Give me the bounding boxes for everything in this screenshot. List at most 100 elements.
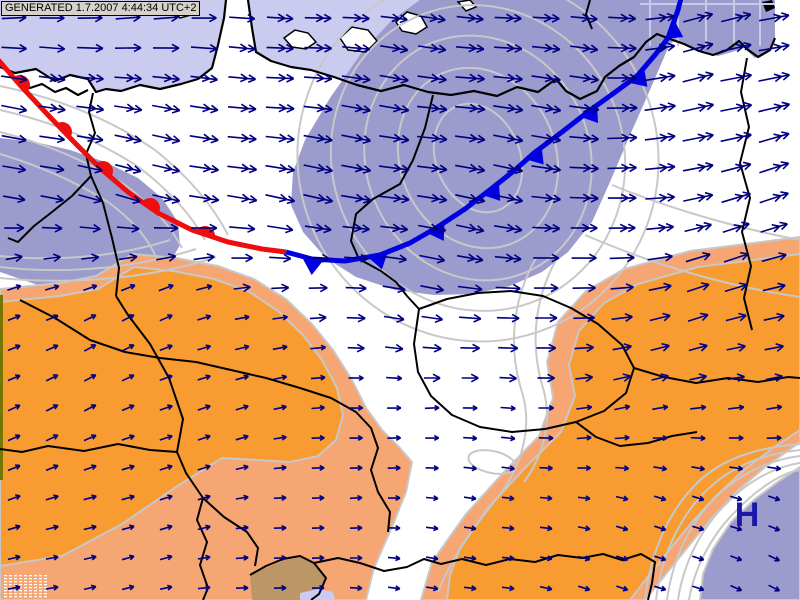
wind-arrow [272, 314, 288, 321]
wind-arrow [83, 524, 97, 531]
wind-arrow [159, 494, 173, 501]
wind-arrow [120, 283, 136, 292]
wind-arrow [40, 194, 64, 204]
wind-arrow [1, 43, 27, 53]
wind-arrow [532, 13, 560, 23]
wind-arrow [347, 343, 365, 353]
wind-arrow [615, 465, 630, 472]
wind-arrow [235, 584, 249, 591]
stipple-texture [44, 590, 47, 592]
stipple-texture [29, 587, 32, 589]
wind-arrow [114, 73, 142, 83]
wind-arrow [577, 555, 591, 562]
wind-arrow [692, 525, 705, 532]
isoline [584, 234, 800, 298]
wind-arrow [228, 43, 256, 54]
stipple-texture [24, 590, 27, 592]
wind-arrow [768, 495, 781, 502]
wind-arrow [45, 344, 59, 352]
wind-arrow [311, 524, 325, 531]
wind-arrow [227, 193, 258, 204]
wind-arrow [83, 494, 97, 501]
wind-arrow [229, 224, 256, 233]
wind-arrow [689, 373, 708, 383]
country-border [739, 57, 753, 331]
wind-arrow [380, 43, 409, 54]
wind-arrow [152, 133, 181, 144]
wind-arrow [121, 374, 135, 382]
wind-arrow [650, 342, 670, 352]
stipple-texture [19, 575, 22, 577]
wind-arrow [577, 525, 591, 532]
wind-arrow [463, 495, 477, 502]
wind-arrow [266, 13, 294, 23]
wind-arrow [577, 495, 591, 502]
stipple-texture [34, 596, 37, 598]
country-border [575, 421, 698, 447]
wind-arrow [349, 585, 363, 592]
wind-arrow [682, 162, 714, 173]
wind-arrow [456, 223, 485, 234]
wind-arrow [45, 494, 59, 501]
wind-arrow [455, 73, 485, 84]
wind-arrow [720, 131, 752, 143]
wind-arrow [690, 435, 706, 442]
wind-arrow [304, 13, 332, 23]
wind-arrow [273, 554, 287, 561]
wind-arrow [692, 585, 705, 592]
wind-arrow [461, 373, 479, 383]
wind-arrow [531, 193, 561, 204]
wind-arrow [539, 525, 553, 532]
isoline [611, 184, 800, 241]
wind-arrow [379, 103, 410, 114]
isoline-ring [296, 0, 660, 343]
wind-arrow [722, 221, 750, 234]
wind-arrow [569, 193, 599, 203]
stipple-texture [24, 593, 27, 595]
wind-arrow [692, 555, 705, 562]
stipple-texture [4, 584, 7, 586]
isoline [0, 131, 183, 249]
isoline [0, 153, 156, 256]
wind-arrow [455, 193, 486, 205]
wind-arrow [766, 434, 782, 441]
wind-arrow [45, 464, 59, 472]
wind-arrow [383, 314, 405, 323]
wind-arrow [614, 404, 631, 411]
wind-arrow [644, 102, 676, 113]
wind-arrow [83, 314, 97, 322]
wind-arrow [767, 465, 782, 472]
stipple-texture [29, 575, 32, 577]
stipple-texture [29, 578, 32, 580]
wind-arrow [720, 101, 753, 113]
wind-arrow [494, 43, 523, 53]
wind-arrow [721, 161, 752, 173]
wind-arrow [569, 73, 599, 84]
wind-arrow [83, 374, 97, 382]
stipple-texture [4, 596, 7, 598]
wind-arrow [115, 193, 141, 204]
wind-arrow [45, 404, 59, 412]
wind-arrow [304, 43, 332, 53]
wind-arrow [193, 253, 215, 262]
wind-arrow [45, 434, 59, 442]
wind-arrow [45, 584, 59, 591]
wind-arrow [196, 284, 213, 291]
wind-arrow [344, 253, 369, 263]
wind-arrow [7, 494, 21, 501]
wind-arrow [417, 133, 448, 144]
wind-arrow [615, 495, 629, 502]
wind-arrow [572, 283, 596, 293]
wind-arrow [345, 283, 367, 293]
wind-arrow [531, 133, 562, 144]
warm-front-symbol [95, 161, 113, 178]
wind-arrow [45, 374, 59, 382]
wind-arrow [647, 252, 673, 262]
wind-arrow [729, 465, 744, 472]
wind-arrow [197, 494, 211, 501]
isoline [688, 469, 800, 600]
wind-arrow [311, 434, 325, 441]
wind-arrow [758, 71, 791, 83]
wind-arrow [189, 133, 219, 144]
stipple-texture [14, 575, 17, 577]
